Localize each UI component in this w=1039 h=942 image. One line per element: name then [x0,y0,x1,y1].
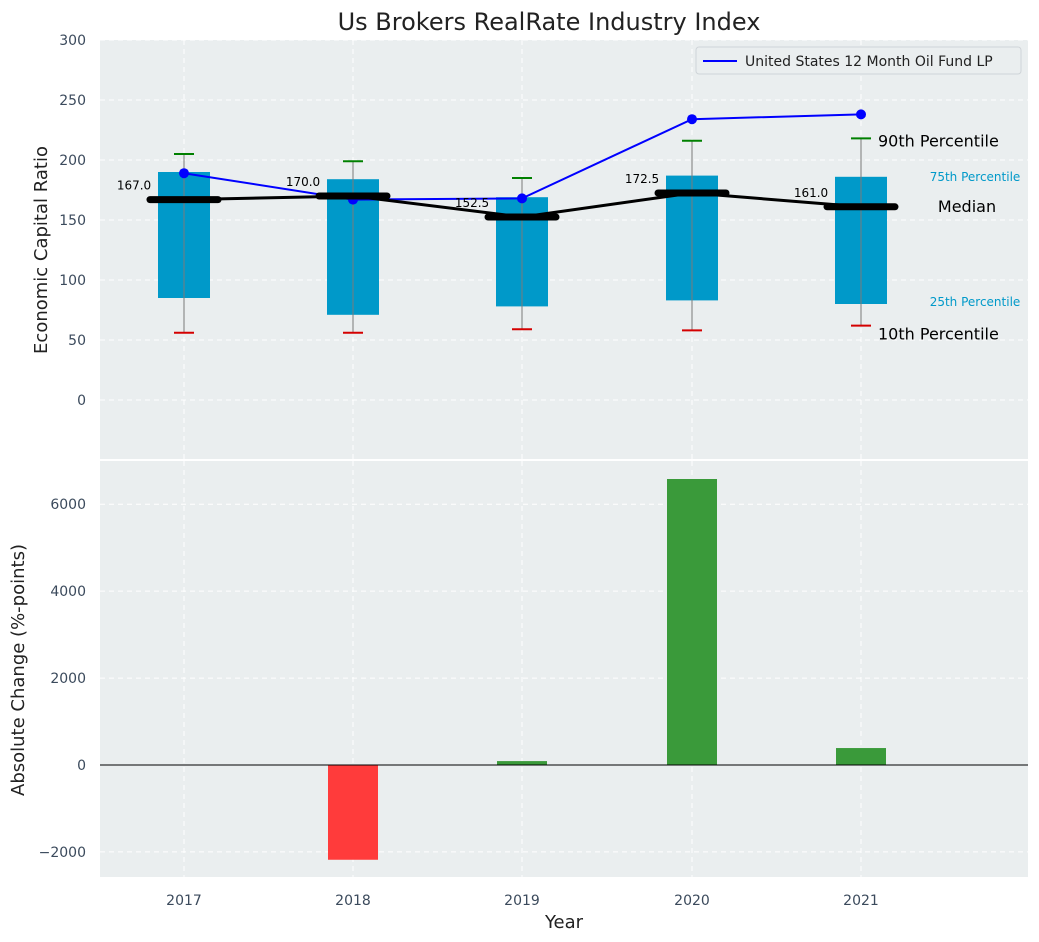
p90-annotation: 90th Percentile [878,131,999,150]
x-tick-label: 2018 [335,893,371,909]
bottom-y-tick-label: 0 [77,758,86,774]
median-series: 167.0 170.0 152.5 172.5 161.0 [117,172,899,221]
change-bars [100,479,1028,860]
x-tick-label: 2017 [166,893,202,909]
median-value-label: 172.5 [625,172,659,186]
bottom-plot-area [100,461,1028,877]
legend-label: United States 12 Month Oil Fund LP [745,54,993,70]
percentile-annotations: 90th Percentile 75th Percentile Median 25th… [878,131,1020,343]
median-value-label: 170.0 [286,175,320,189]
top-y-tick-label: 50 [68,333,86,349]
x-tick-labels: 2017 2018 2019 2020 2021 [166,893,879,909]
bottom-y-tick-label: 2000 [50,671,86,687]
p10-annotation: 10th Percentile [878,325,999,344]
x-tick-label: 2019 [504,893,540,909]
bottom-gridlines [100,461,1028,877]
company-point [856,109,866,120]
company-point [517,193,527,204]
p75-annotation: 75th Percentile [930,170,1021,184]
top-y-tick-labels: 0 50 100 150 200 250 300 [59,33,86,409]
chart-title: Us Brokers RealRate Industry Index [338,8,761,36]
top-y-tick-label: 0 [77,393,86,409]
median-value-label: 167.0 [117,179,151,193]
change-bar [667,479,717,765]
legend-box [695,46,1022,75]
x-tick-label: 2020 [674,893,710,909]
change-bar [328,765,378,860]
p25-annotation: 25th Percentile [930,295,1021,309]
legend: United States 12 Month Oil Fund LP [695,46,1022,75]
company-series [179,109,866,205]
company-point [687,114,697,125]
top-y-tick-label: 200 [59,153,86,169]
median-value-label: 152.5 [455,196,489,210]
bottom-y-tick-labels: −2000 0 2000 4000 6000 [39,497,86,861]
top-y-tick-label: 100 [59,273,86,289]
x-tick-label: 2021 [843,893,879,909]
company-point [179,168,189,179]
change-bar [836,748,886,765]
top-y-tick-label: 300 [59,33,86,49]
median-value-label: 161.0 [794,186,828,200]
change-bar [497,761,547,765]
median-annotation: Median [938,197,996,216]
top-plot-area [100,40,1028,459]
top-y-axis-title: Economic Capital Ratio [31,146,52,354]
top-y-tick-label: 150 [59,213,86,229]
bottom-y-tick-label: −2000 [39,845,86,861]
top-y-tick-label: 250 [59,93,86,109]
x-axis-title: Year [544,912,584,933]
bottom-y-tick-label: 4000 [50,584,86,600]
bottom-y-tick-label: 6000 [50,497,86,513]
bottom-y-axis-title: Absolute Change (%-points) [8,544,29,796]
